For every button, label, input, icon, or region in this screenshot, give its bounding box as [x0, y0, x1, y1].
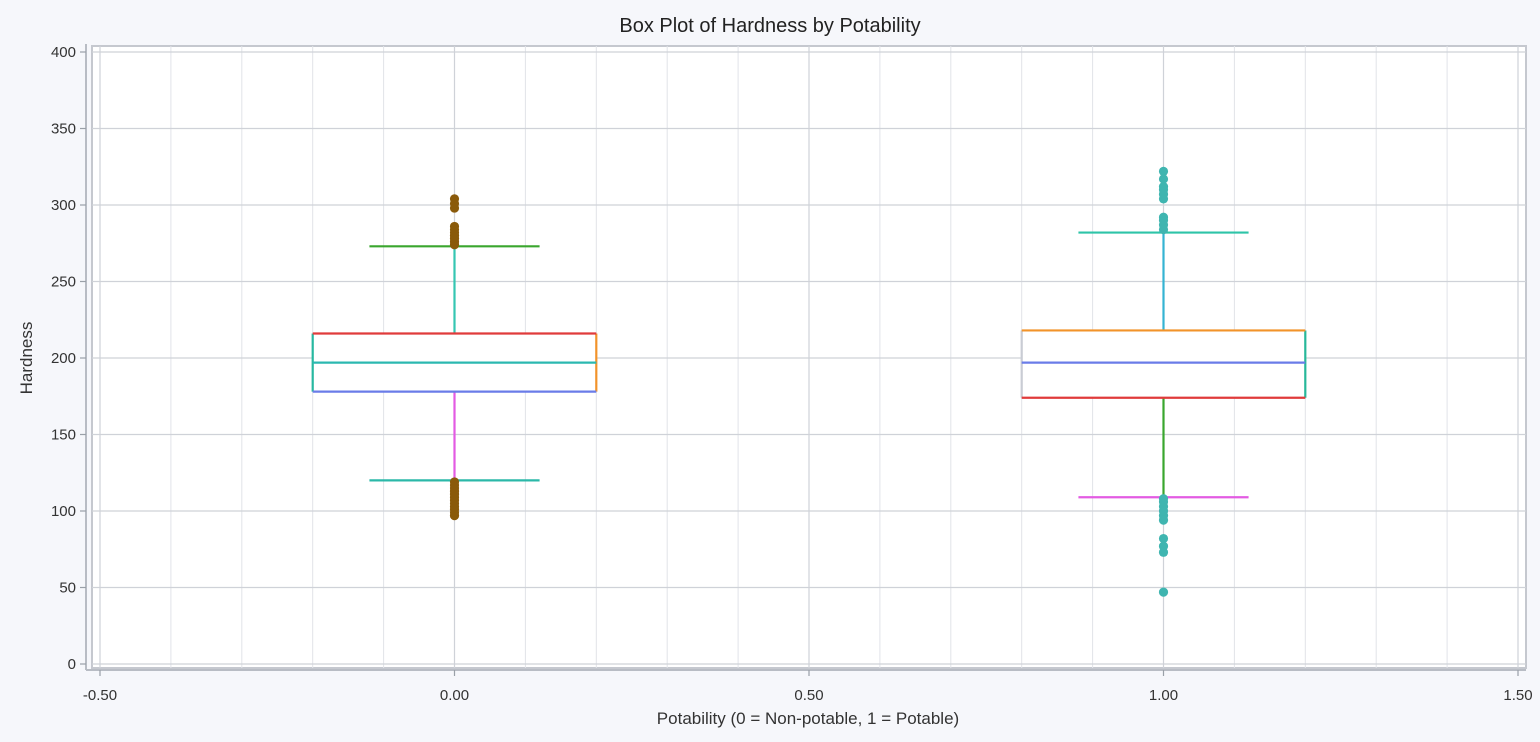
y-tick-label: 150: [51, 427, 76, 444]
outlier-point: [449, 194, 460, 204]
box-fill: [1021, 330, 1306, 398]
outlier-point: [1158, 541, 1169, 551]
y-axis-label: Hardness: [17, 322, 36, 395]
box-0: [311, 194, 598, 521]
x-axis-label: Potability (0 = Non-potable, 1 = Potable…: [657, 709, 959, 728]
x-tick-label: 1.00: [1149, 687, 1178, 704]
outlier-point: [1158, 494, 1169, 504]
y-tick-label: 350: [51, 121, 76, 138]
y-tick-label: 400: [51, 44, 76, 61]
chart-title: Box Plot of Hardness by Potability: [619, 15, 920, 37]
axes: 0 50 100 150 200 250 300 350 400 -0.50 0.00 0.50 1.0…: [51, 44, 1533, 704]
outlier-point: [1158, 212, 1169, 222]
outlier-point: [1158, 533, 1169, 544]
outlier-point: [449, 221, 460, 232]
outlier-point: [1158, 587, 1169, 597]
x-tick-label: -0.50: [83, 687, 117, 704]
y-tick-label: 250: [51, 274, 76, 291]
outlier-point: [1158, 182, 1169, 192]
box-1: [1020, 166, 1307, 597]
y-tick-label: 100: [51, 503, 76, 520]
outlier-point: [1158, 166, 1169, 176]
outlier-point: [449, 477, 460, 487]
x-tick-label: 0.00: [440, 687, 469, 704]
y-tick-label: 300: [51, 197, 76, 214]
x-tick-label: 1.50: [1503, 687, 1532, 704]
y-tick-label: 200: [51, 350, 76, 367]
y-tick-label: 50: [59, 580, 76, 597]
box-series: [311, 166, 1307, 597]
y-tick-label: 0: [68, 656, 76, 673]
outlier-point: [1158, 174, 1169, 184]
x-tick-label: 0.50: [794, 687, 823, 704]
